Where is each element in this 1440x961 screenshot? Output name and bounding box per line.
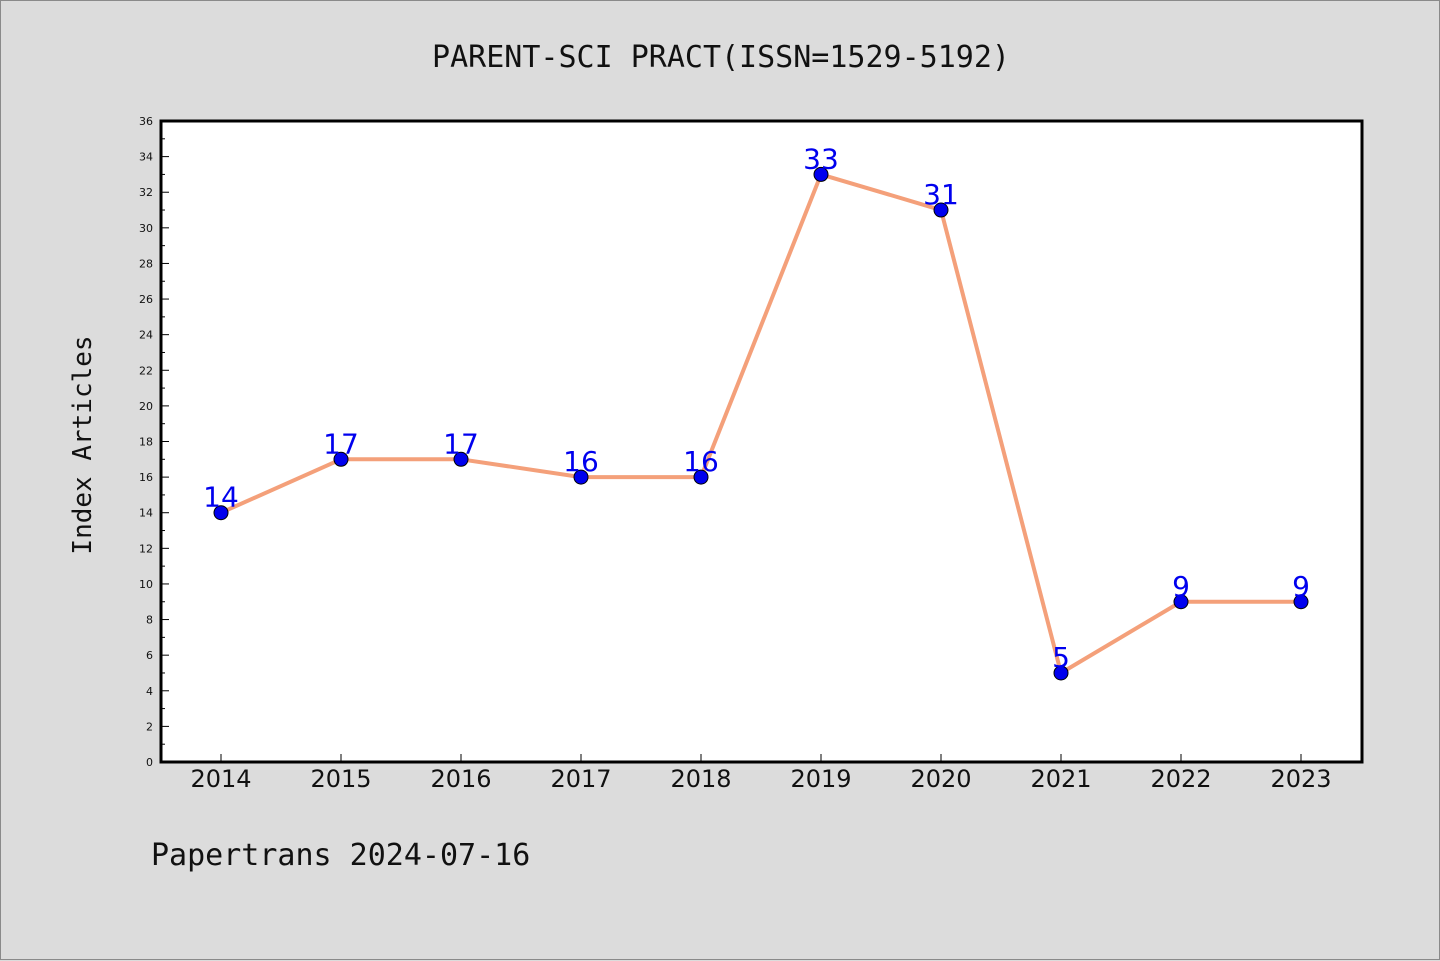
series-line — [220, 172, 1301, 675]
x-tick-label: 2020 — [910, 765, 971, 793]
data-label: 9 — [1292, 570, 1310, 603]
footer-credit: Papertrans 2024-07-16 — [151, 838, 530, 873]
x-tick-label: 2022 — [1150, 765, 1211, 793]
plot-frame — [159, 119, 1364, 764]
x-tick-label: 2016 — [430, 765, 491, 793]
y-tick-label: 10 — [139, 578, 153, 591]
data-point — [693, 469, 709, 485]
data-label: 9 — [1172, 570, 1190, 603]
y-tick-label: 4 — [146, 685, 153, 698]
y-tick-label: 24 — [139, 329, 153, 342]
x-axis-ticks: 2014 2015 2016 2017 2018 2019 2020 2021 2022 2023 — [190, 754, 1332, 793]
y-tick-label: 34 — [139, 151, 153, 164]
data-point — [813, 166, 829, 182]
y-tick-label: 32 — [139, 186, 153, 199]
y-tick-label: 28 — [139, 257, 153, 270]
x-tick-label: 2017 — [550, 765, 611, 793]
y-tick-label: 6 — [146, 649, 153, 662]
y-tick-label: 12 — [139, 542, 153, 555]
x-tick-label: 2019 — [790, 765, 851, 793]
chart-title: PARENT-SCI PRACT(ISSN=1529-5192) — [432, 40, 1010, 75]
x-tick-label: 2021 — [1030, 765, 1091, 793]
x-tick-label: 2014 — [190, 765, 251, 793]
series-layer: 14 17 17 16 16 33 31 5 9 9 — [203, 142, 1310, 681]
data-label: 31 — [923, 178, 959, 211]
y-tick-label: 18 — [139, 436, 153, 449]
data-label: 5 — [1052, 641, 1070, 674]
data-point — [1293, 594, 1309, 610]
data-point — [453, 451, 469, 467]
y-tick-label: 26 — [139, 293, 153, 306]
data-point — [573, 469, 589, 485]
y-tick-label: 0 — [146, 756, 153, 769]
y-tick-label: 22 — [139, 364, 153, 377]
y-tick-label: 8 — [146, 614, 153, 627]
data-point — [1173, 594, 1189, 610]
data-label: 16 — [683, 445, 719, 478]
data-label: 16 — [563, 445, 599, 478]
x-tick-label: 2015 — [310, 765, 371, 793]
x-tick-label: 2023 — [1270, 765, 1331, 793]
y-tick-label: 14 — [139, 507, 153, 520]
data-point — [933, 202, 949, 218]
data-label: 33 — [803, 142, 839, 175]
data-label: 17 — [323, 427, 359, 460]
y-tick-label: 2 — [146, 720, 153, 733]
y-tick-label: 20 — [139, 400, 153, 413]
y-tick-label: 36 — [139, 115, 153, 128]
y-tick-label: 16 — [139, 471, 153, 484]
data-point — [213, 505, 229, 521]
data-point — [1053, 665, 1069, 681]
y-axis-label: Index Articles — [68, 335, 98, 554]
plot-area — [161, 121, 1362, 762]
y-tick-label: 30 — [139, 222, 153, 235]
data-label: 14 — [203, 481, 239, 514]
data-point — [333, 451, 349, 467]
x-tick-label: 2018 — [670, 765, 731, 793]
data-label: 17 — [443, 427, 479, 460]
